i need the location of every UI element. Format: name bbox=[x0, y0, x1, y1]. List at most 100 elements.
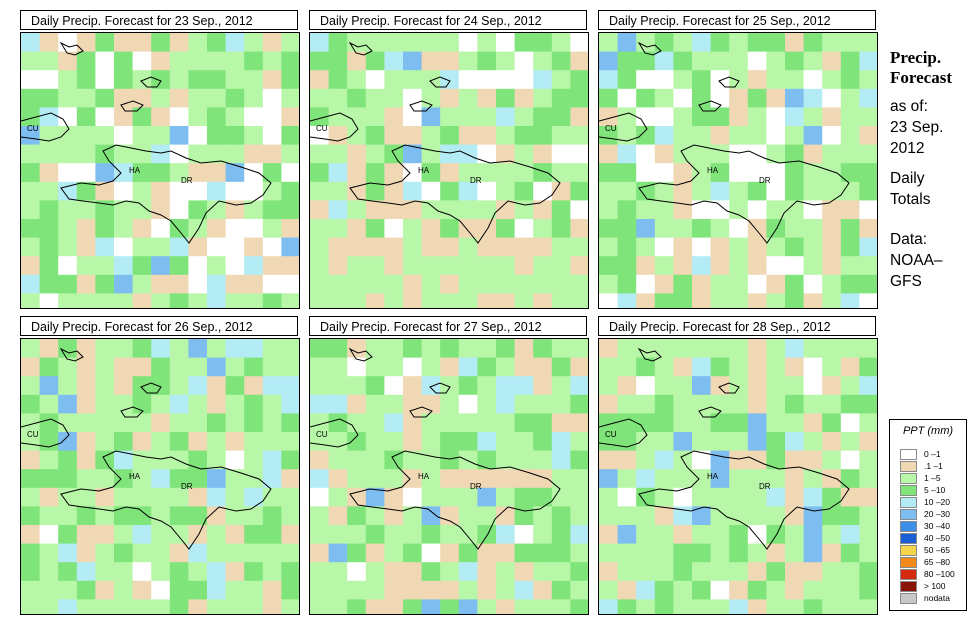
precip-cell bbox=[458, 580, 478, 600]
precip-cell bbox=[21, 70, 40, 90]
cuba-outline bbox=[21, 418, 70, 448]
precip-cell bbox=[803, 51, 823, 71]
precip-cell bbox=[132, 200, 152, 220]
precip-cell bbox=[514, 70, 534, 90]
map-label-cu: CU bbox=[27, 430, 39, 439]
precip-cell bbox=[225, 339, 245, 358]
precip-cell bbox=[551, 219, 571, 238]
precip-cell bbox=[114, 107, 133, 127]
precip-cell bbox=[747, 51, 767, 71]
precip-cell bbox=[347, 413, 367, 433]
precip-cell bbox=[114, 506, 133, 526]
precip-cell bbox=[599, 506, 618, 526]
precip-cell bbox=[403, 413, 422, 433]
precip-cell bbox=[840, 293, 860, 308]
precip-cell bbox=[151, 256, 171, 276]
precip-cell bbox=[766, 376, 786, 396]
precip-cell bbox=[403, 256, 422, 276]
precip-cell bbox=[533, 339, 553, 358]
precip-cell bbox=[132, 219, 152, 238]
precip-cell bbox=[859, 200, 877, 220]
precip-cell bbox=[262, 469, 282, 489]
precip-cell bbox=[533, 51, 553, 71]
precip-cell bbox=[551, 525, 571, 544]
precip-cell bbox=[403, 181, 422, 201]
precip-cell bbox=[729, 237, 749, 257]
precip-cell bbox=[533, 181, 553, 201]
precip-cell bbox=[514, 339, 534, 358]
precip-cell bbox=[840, 506, 860, 526]
precip-cell bbox=[617, 432, 637, 451]
precip-cell bbox=[169, 219, 189, 238]
precip-cell bbox=[347, 88, 367, 108]
precip-cell bbox=[673, 33, 693, 52]
precip-cell bbox=[803, 580, 823, 600]
precip-cell bbox=[840, 126, 860, 145]
precip-cell bbox=[151, 432, 171, 451]
precip-cell bbox=[151, 293, 171, 308]
precip-cell bbox=[822, 200, 842, 220]
precip-cell bbox=[310, 506, 329, 526]
precip-cell bbox=[617, 293, 637, 308]
precip-cell bbox=[384, 126, 404, 145]
precip-cell bbox=[785, 107, 804, 127]
precip-cell bbox=[477, 525, 497, 544]
precip-cell bbox=[599, 376, 618, 396]
precip-cell bbox=[403, 274, 422, 294]
precip-cell bbox=[21, 88, 40, 108]
precip-cell bbox=[58, 88, 78, 108]
precip-cell bbox=[328, 181, 348, 201]
precip-cell bbox=[533, 432, 553, 451]
precip-cell bbox=[785, 487, 804, 507]
precip-cell bbox=[188, 376, 208, 396]
precip-cell bbox=[729, 376, 749, 396]
precip-cell bbox=[403, 126, 422, 145]
precip-cell bbox=[21, 469, 40, 489]
precip-cell bbox=[673, 469, 693, 489]
precip-cell bbox=[328, 33, 348, 52]
precip-cell bbox=[421, 339, 441, 358]
precip-cell bbox=[244, 525, 264, 544]
precip-cell bbox=[244, 107, 264, 127]
precip-cell bbox=[822, 88, 842, 108]
precip-cell bbox=[477, 487, 497, 507]
precip-cell bbox=[747, 33, 767, 52]
precip-cell bbox=[785, 200, 804, 220]
precip-cell bbox=[310, 256, 329, 276]
precip-cell bbox=[496, 469, 515, 489]
precip-cell bbox=[673, 88, 693, 108]
precip-cell bbox=[132, 256, 152, 276]
data-line3: GFS bbox=[890, 273, 922, 290]
precip-cell bbox=[281, 274, 299, 294]
precip-cell bbox=[551, 144, 571, 164]
precip-cell bbox=[58, 33, 78, 52]
precip-cell bbox=[785, 181, 804, 201]
precip-cell bbox=[347, 543, 367, 563]
precip-cell bbox=[225, 126, 245, 145]
precip-cell bbox=[440, 432, 460, 451]
map-label-dr: DR bbox=[181, 176, 193, 185]
precip-cell bbox=[692, 599, 711, 614]
precip-cell bbox=[58, 413, 78, 433]
precip-cell bbox=[207, 200, 226, 220]
precip-cell bbox=[328, 562, 348, 582]
precip-cell bbox=[822, 562, 842, 582]
precip-cell bbox=[384, 181, 404, 201]
precip-cell bbox=[747, 506, 767, 526]
precip-cell bbox=[440, 274, 460, 294]
precip-cell bbox=[114, 274, 133, 294]
precip-cell bbox=[114, 256, 133, 276]
precip-cell bbox=[803, 487, 823, 507]
precip-cell bbox=[514, 506, 534, 526]
precip-cell bbox=[440, 107, 460, 127]
precip-cell bbox=[207, 237, 226, 257]
precip-cell bbox=[169, 339, 189, 358]
precip-cell bbox=[262, 219, 282, 238]
precip-cell bbox=[654, 357, 674, 377]
precip-cell bbox=[169, 107, 189, 127]
precip-cell bbox=[421, 413, 441, 433]
precip-cell bbox=[747, 126, 767, 145]
precip-cell bbox=[151, 376, 171, 396]
precip-cell bbox=[76, 450, 96, 470]
island-outline bbox=[59, 347, 84, 362]
